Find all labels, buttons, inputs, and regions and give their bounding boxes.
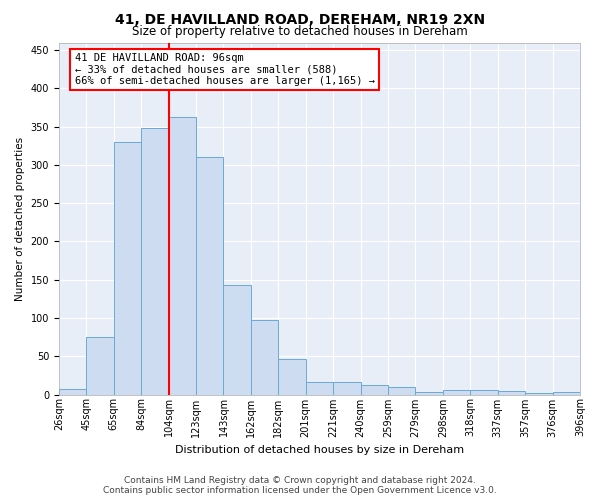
X-axis label: Distribution of detached houses by size in Dereham: Distribution of detached houses by size …: [175, 445, 464, 455]
Bar: [59, 389, 86, 394]
Bar: [306, 382, 333, 394]
Bar: [361, 384, 388, 394]
Text: Contains HM Land Registry data © Crown copyright and database right 2024.
Contai: Contains HM Land Registry data © Crown c…: [103, 476, 497, 495]
Bar: [196, 158, 223, 394]
Bar: [498, 392, 525, 394]
Text: Size of property relative to detached houses in Dereham: Size of property relative to detached ho…: [132, 25, 468, 38]
Bar: [415, 392, 443, 394]
Text: 41 DE HAVILLAND ROAD: 96sqm
← 33% of detached houses are smaller (588)
66% of se: 41 DE HAVILLAND ROAD: 96sqm ← 33% of det…: [74, 53, 374, 86]
Bar: [141, 128, 169, 394]
Bar: [278, 358, 306, 394]
Bar: [169, 116, 196, 394]
Bar: [333, 382, 361, 394]
Bar: [251, 320, 278, 394]
Bar: [223, 285, 251, 395]
Bar: [470, 390, 498, 394]
Bar: [86, 337, 114, 394]
Bar: [443, 390, 470, 394]
Bar: [553, 392, 580, 394]
Y-axis label: Number of detached properties: Number of detached properties: [15, 136, 25, 300]
Bar: [114, 142, 141, 395]
Text: 41, DE HAVILLAND ROAD, DEREHAM, NR19 2XN: 41, DE HAVILLAND ROAD, DEREHAM, NR19 2XN: [115, 12, 485, 26]
Bar: [388, 387, 415, 394]
Bar: [525, 393, 553, 394]
